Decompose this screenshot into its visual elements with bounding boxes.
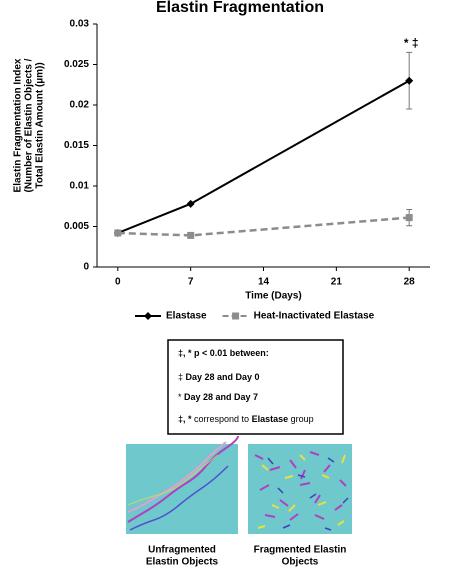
marker <box>114 229 122 237</box>
legend-marker <box>232 312 240 320</box>
fiber <box>129 465 229 531</box>
y-tick-label: 0.005 <box>64 221 89 232</box>
y-tick-label: 0 <box>83 262 89 273</box>
box-frame <box>167 339 344 435</box>
image-background <box>126 444 238 534</box>
marker <box>405 76 414 85</box>
series-line <box>117 216 410 237</box>
x-tick-label: 14 <box>258 277 270 288</box>
fragments <box>267 457 349 531</box>
x-tick-label: 28 <box>404 277 416 288</box>
box-text: ‡, * <box>178 348 192 358</box>
box-text: group <box>288 414 314 424</box>
y-axis-label: (Number of Elastin Objects / <box>24 58 35 192</box>
chart-title: Elastin Fragmentation <box>156 0 324 16</box>
image-caption: Fragmented Elastin <box>254 545 347 556</box>
x-tick-label: 7 <box>188 277 194 288</box>
significance-box <box>167 339 344 435</box>
y-tick-label: 0.01 <box>70 181 90 192</box>
fragments <box>257 454 346 529</box>
x-tick-label: 21 <box>331 277 343 288</box>
series-line <box>117 79 410 234</box>
image-caption: Objects <box>282 557 319 568</box>
image-caption: Elastin Objects <box>146 557 219 568</box>
fiber <box>127 454 219 506</box>
box-text: * <box>178 392 182 402</box>
fragments <box>254 451 347 521</box>
y-tick-label: 0.015 <box>64 140 89 151</box>
marker <box>187 231 195 239</box>
image-fragmented <box>248 444 352 534</box>
box-text: p < 0.01 between: <box>192 348 269 358</box>
box-line: * Day 28 and Day 7 <box>178 392 258 402</box>
y-tick-label: 0.025 <box>64 59 89 70</box>
x-axis-label: Time (Days) <box>245 291 302 302</box>
box-line: ‡, * p < 0.01 between: <box>178 348 269 358</box>
y-tick-label: 0.03 <box>70 19 90 30</box>
image-unfragmented <box>126 435 239 534</box>
fiber <box>127 441 227 513</box>
box-text: Day 28 and Day 7 <box>182 392 259 402</box>
fiber <box>127 435 239 523</box>
box-text: correspond to <box>192 414 252 424</box>
legend-label: Heat-Inactivated Elastase <box>254 311 375 322</box>
box-line: ‡, * correspond to Elastase group <box>178 414 314 424</box>
image-caption: Unfragmented <box>148 545 216 556</box>
x-tick-label: 0 <box>115 277 121 288</box>
box-text: Elastase <box>252 414 289 424</box>
y-axis-label: Total Elastin Amount (µm)) <box>35 62 46 188</box>
y-axis-label: Elastin Fragmentation Index <box>13 58 24 192</box>
annotation: * ‡ <box>404 36 419 50</box>
marker <box>405 214 413 222</box>
box-text: Day 28 and Day 0 <box>183 372 260 382</box>
box-text: ‡ <box>178 372 183 382</box>
legend-label: Elastase <box>166 311 207 322</box>
legend-marker <box>144 312 152 320</box>
marker <box>186 199 195 208</box>
image-background <box>248 444 352 534</box>
y-tick-label: 0.02 <box>70 100 90 111</box>
box-text: ‡, * <box>178 414 192 424</box>
box-line: ‡ Day 28 and Day 0 <box>178 372 260 382</box>
